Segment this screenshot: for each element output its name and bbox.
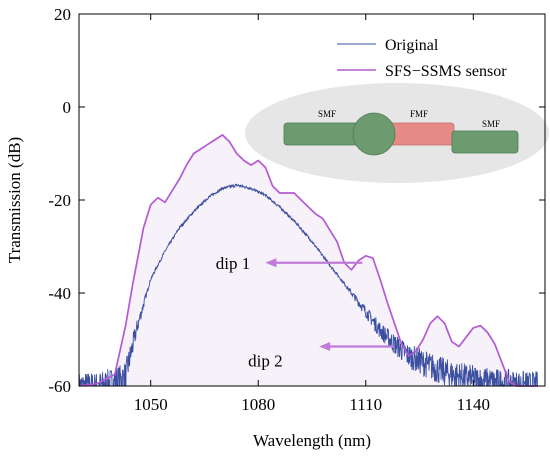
annotations: dip 1 dip 2 — [216, 254, 395, 370]
annotation-dip-1: dip 1 — [216, 254, 250, 273]
legend-label-sensor: SFS−SSMS sensor — [385, 63, 507, 80]
legend-label-original: Original — [385, 37, 439, 54]
annotation-arrowhead — [319, 341, 331, 351]
inset-label-smf-left: SMF — [318, 109, 336, 119]
y-tick-label: 0 — [63, 98, 72, 117]
inset-diagram: SMF FMF SMF — [245, 83, 549, 183]
series-sensor-fill — [79, 134, 538, 386]
inset-label-smf-right: SMF — [482, 119, 500, 129]
y-axis-title: Transmission (dB) — [5, 137, 24, 263]
x-tick-label: 1080 — [241, 395, 275, 414]
x-axis-title: Wavelength (nm) — [253, 431, 371, 450]
y-tick-label: -20 — [48, 191, 71, 210]
x-tick-label: 1110 — [349, 395, 382, 414]
axis-ticks: 1050 1080 1110 1140 -60 -40 -20 0 20 — [48, 5, 545, 414]
plot-area — [78, 134, 538, 388]
series-sensor-line — [78, 134, 538, 387]
series-original-line — [78, 183, 538, 388]
annotation-arrowhead — [265, 258, 277, 268]
x-tick-label: 1140 — [457, 395, 490, 414]
x-tick-label: 1050 — [134, 395, 168, 414]
y-tick-label: 20 — [54, 5, 71, 24]
inset-sphere — [352, 112, 396, 156]
legend: Original SFS−SSMS sensor — [337, 37, 507, 80]
inset-smf-right — [451, 130, 519, 154]
y-tick-label: -60 — [48, 377, 71, 396]
inset-fmf — [387, 122, 455, 146]
y-tick-label: -40 — [48, 284, 71, 303]
inset-label-fmf: FMF — [410, 109, 428, 119]
annotation-dip-2: dip 2 — [248, 351, 282, 370]
